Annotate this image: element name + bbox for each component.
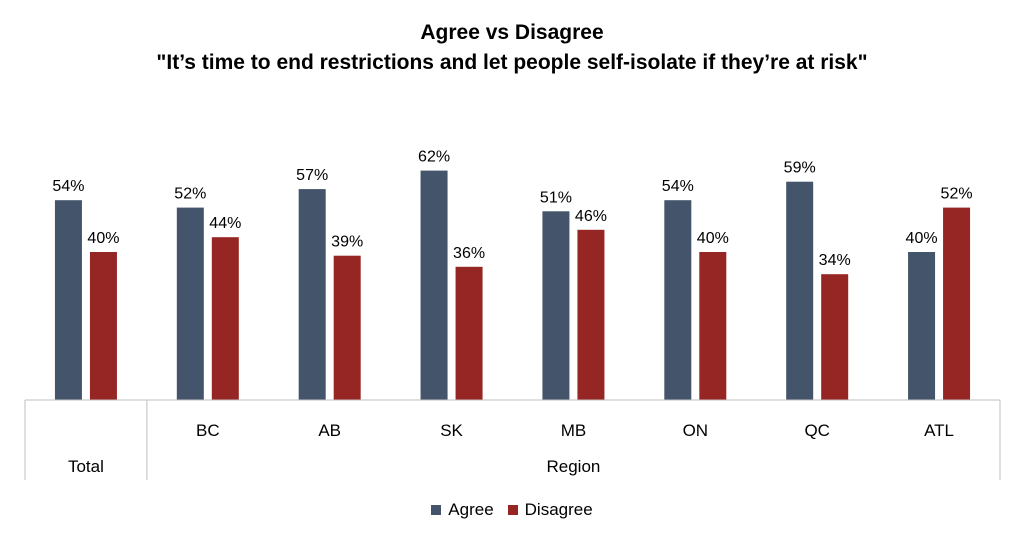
bar-sk-disagree [455, 266, 483, 400]
bar-qc-agree [786, 181, 814, 400]
data-label-bc-disagree: 44% [209, 215, 241, 232]
bar-sk-agree [420, 170, 448, 400]
bar-atl-agree [908, 252, 936, 400]
chart-subtitle: "It’s time to end restrictions and let p… [156, 51, 868, 74]
legend: Agree Disagree [0, 500, 1024, 520]
chart-title-block: Agree vs Disagree "It’s time to end rest… [0, 18, 1024, 78]
group-label-region: Region [547, 457, 601, 476]
tick-label-sk: SK [440, 421, 463, 440]
legend-label-agree: Agree [448, 500, 494, 519]
data-label-on-disagree: 40% [697, 230, 729, 247]
data-label-mb-agree: 51% [540, 189, 572, 206]
bar-total-agree [54, 200, 82, 400]
data-label-qc-disagree: 34% [819, 252, 851, 269]
bar-on-agree [664, 200, 692, 400]
bar-mb-agree [542, 211, 570, 400]
data-label-total-disagree: 40% [87, 230, 119, 247]
data-label-atl-agree: 40% [906, 230, 938, 247]
tick-label-mb: MB [561, 421, 587, 440]
data-label-sk-agree: 62% [418, 149, 450, 166]
data-label-mb-disagree: 46% [575, 208, 607, 225]
legend-item-disagree: Disagree [507, 500, 593, 520]
tick-label-qc: QC [804, 421, 830, 440]
group-label-total: Total [68, 457, 104, 476]
data-label-on-agree: 54% [662, 178, 694, 195]
bar-total-disagree [89, 252, 117, 400]
legend-swatch-agree [431, 505, 442, 515]
bar-on-disagree [699, 252, 727, 400]
bar-ab-disagree [333, 255, 361, 400]
data-label-sk-disagree: 36% [453, 245, 485, 262]
tick-label-on: ON [683, 421, 709, 440]
bar-qc-disagree [821, 274, 849, 400]
bar-ab-agree [298, 189, 326, 400]
data-label-atl-disagree: 52% [941, 186, 973, 203]
tick-label-bc: BC [196, 421, 220, 440]
data-label-total-agree: 54% [52, 178, 84, 195]
bar-bc-agree [176, 207, 204, 400]
legend-swatch-disagree [507, 505, 518, 515]
chart-title: Agree vs Disagree [420, 21, 604, 44]
data-label-qc-agree: 59% [784, 160, 816, 177]
tick-label-atl: ATL [924, 421, 954, 440]
data-label-ab-agree: 57% [296, 167, 328, 184]
legend-label-disagree: Disagree [524, 500, 593, 519]
tick-label-ab: AB [318, 421, 341, 440]
bar-atl-disagree [943, 207, 971, 400]
data-label-bc-agree: 52% [174, 186, 206, 203]
bar-bc-disagree [211, 237, 239, 400]
legend-item-agree: Agree [431, 500, 494, 520]
bar-mb-disagree [577, 229, 605, 400]
data-label-ab-disagree: 39% [331, 234, 363, 251]
